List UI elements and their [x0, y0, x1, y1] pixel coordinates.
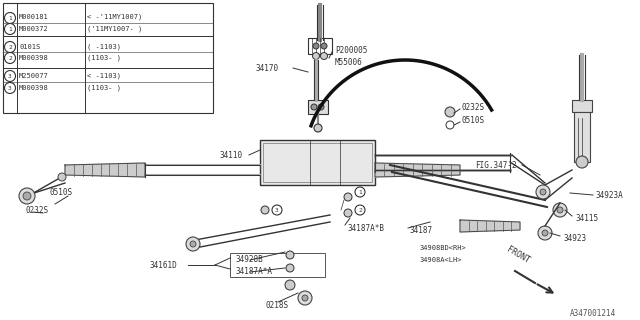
Text: 0232S: 0232S [25, 205, 48, 214]
Text: M000372: M000372 [19, 26, 49, 32]
Text: 3: 3 [8, 85, 12, 91]
Circle shape [286, 264, 294, 272]
Circle shape [311, 104, 317, 110]
Text: (1103- ): (1103- ) [87, 85, 121, 91]
Text: ('11MY1007- ): ('11MY1007- ) [87, 26, 142, 32]
Text: 1: 1 [8, 27, 12, 31]
Circle shape [19, 188, 35, 204]
Text: 34928B: 34928B [235, 255, 263, 265]
Text: A347001214: A347001214 [570, 309, 616, 318]
Bar [263, 143, 372, 182]
Circle shape [4, 70, 15, 82]
Text: 34923: 34923 [563, 234, 586, 243]
Polygon shape [65, 163, 145, 177]
Circle shape [4, 83, 15, 93]
Text: P200005: P200005 [335, 45, 367, 54]
Circle shape [314, 124, 322, 132]
Circle shape [344, 209, 352, 217]
Text: 34161D: 34161D [150, 260, 178, 269]
Text: 34923A: 34923A [596, 190, 624, 199]
Text: 2: 2 [8, 44, 12, 50]
Circle shape [298, 291, 312, 305]
Text: 3: 3 [275, 207, 279, 212]
Bar [3, 3, 213, 113]
Text: 34115: 34115 [575, 213, 598, 222]
Text: M000398: M000398 [19, 85, 49, 91]
Bar [308, 100, 328, 114]
Circle shape [321, 43, 327, 49]
Circle shape [58, 173, 66, 181]
Circle shape [318, 104, 324, 110]
Text: 34908BD<RH>: 34908BD<RH> [420, 245, 467, 251]
Circle shape [540, 189, 546, 195]
Text: 34170: 34170 [255, 63, 278, 73]
Text: 34187: 34187 [410, 226, 433, 235]
Text: M250077: M250077 [19, 73, 49, 79]
Circle shape [190, 241, 196, 247]
Circle shape [576, 156, 588, 168]
Circle shape [261, 206, 269, 214]
Circle shape [23, 192, 31, 200]
Text: M55006: M55006 [335, 58, 363, 67]
Circle shape [557, 207, 563, 213]
Circle shape [538, 226, 552, 240]
Circle shape [321, 52, 328, 60]
Text: 0232S: 0232S [462, 102, 485, 111]
Circle shape [4, 42, 15, 52]
Bar [260, 140, 375, 185]
Text: < -1103): < -1103) [87, 73, 121, 79]
Text: 2: 2 [358, 207, 362, 212]
Circle shape [4, 12, 15, 23]
Bar [308, 38, 332, 54]
Circle shape [285, 280, 295, 290]
Text: FIG.347-2: FIG.347-2 [475, 161, 516, 170]
Text: M000398: M000398 [19, 55, 49, 61]
Bar [230, 253, 325, 277]
Text: 34908A<LH>: 34908A<LH> [420, 257, 463, 263]
Circle shape [272, 205, 282, 215]
Circle shape [355, 205, 365, 215]
Polygon shape [375, 163, 460, 177]
Text: 34187A*B: 34187A*B [348, 223, 385, 233]
Text: 1: 1 [358, 189, 362, 195]
Text: 34187A*A: 34187A*A [235, 267, 272, 276]
Text: 0510S: 0510S [462, 116, 485, 124]
Circle shape [553, 203, 567, 217]
Text: 0218S: 0218S [265, 301, 288, 310]
Circle shape [4, 23, 15, 35]
Circle shape [186, 237, 200, 251]
Text: 34110: 34110 [220, 150, 243, 159]
Circle shape [312, 52, 319, 60]
Text: 1: 1 [8, 15, 12, 20]
Circle shape [302, 295, 308, 301]
Circle shape [536, 185, 550, 199]
Text: 0101S: 0101S [19, 44, 40, 50]
Bar [574, 112, 590, 162]
Text: 0510S: 0510S [50, 188, 73, 196]
Text: 2: 2 [8, 55, 12, 60]
Text: < -'11MY1007): < -'11MY1007) [87, 14, 142, 20]
Circle shape [286, 251, 294, 259]
Text: (1103- ): (1103- ) [87, 55, 121, 61]
Circle shape [355, 187, 365, 197]
Circle shape [445, 107, 455, 117]
Text: FRONT: FRONT [505, 245, 531, 265]
Circle shape [4, 52, 15, 63]
Text: 3: 3 [8, 74, 12, 78]
Bar [572, 100, 592, 112]
Text: M000181: M000181 [19, 14, 49, 20]
Circle shape [344, 193, 352, 201]
Polygon shape [460, 220, 520, 232]
Circle shape [542, 230, 548, 236]
Circle shape [313, 43, 319, 49]
Text: ( -1103): ( -1103) [87, 44, 121, 50]
